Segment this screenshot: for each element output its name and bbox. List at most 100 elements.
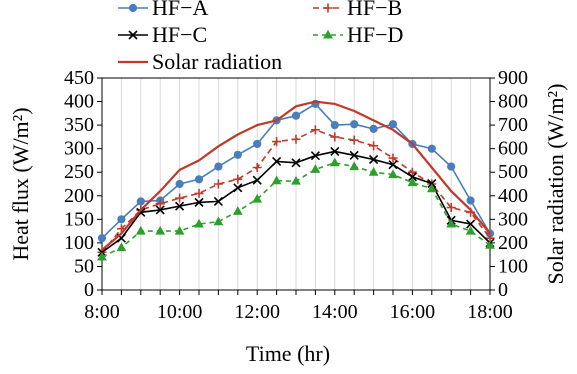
data-point-hf-d (446, 218, 457, 228)
data-point-hf-b (175, 193, 185, 203)
data-point-hf-c (136, 207, 146, 217)
data-point-hf-c (272, 156, 282, 166)
left-tick-label: 200 (64, 185, 94, 207)
left-tick-label: 50 (74, 255, 94, 277)
data-point-hf-c (466, 219, 476, 229)
data-point-hf-b (155, 199, 165, 209)
x-tick-label: 12:00 (234, 301, 280, 323)
right-tick-label: 0 (498, 279, 508, 301)
x-tick-label: 8:00 (84, 301, 120, 323)
data-point-hf-d (388, 169, 398, 179)
legend-marker-hf-b (323, 3, 333, 13)
data-point-hf-a (117, 215, 126, 224)
data-point-hf-a (447, 162, 456, 171)
data-point-hf-a (350, 120, 359, 129)
left-tick-label: 250 (64, 161, 94, 183)
data-point-hf-d (465, 225, 476, 235)
data-point-hf-c (291, 158, 301, 168)
data-point-hf-b (446, 203, 456, 213)
legend-item-hf-d: HF−D (313, 22, 403, 47)
data-point-hf-b (213, 179, 223, 189)
x-axis-ticks: 8:00 10:00 12:00 14:00 16:00 18:00 (84, 290, 513, 323)
data-point-hf-d (349, 161, 360, 171)
x-tick-label: 16:00 (390, 301, 436, 323)
x-tick-label: 10:00 (157, 301, 203, 323)
right-tick-label: 700 (498, 114, 528, 136)
legend-marker-hf-d (323, 29, 333, 39)
data-point-hf-c (252, 175, 262, 185)
right-tick-label: 600 (498, 138, 528, 160)
left-tick-label: 100 (64, 232, 94, 254)
data-point-hf-a (214, 162, 223, 171)
legend-item-solar-radiation: Solar radiation (118, 49, 282, 74)
legend-label-hf-b: HF−B (347, 0, 402, 20)
data-point-hf-b (349, 135, 359, 145)
data-point-hf-d (368, 166, 379, 176)
legend-item-hf-c: HF−C (118, 22, 207, 47)
data-point-hf-b (388, 153, 398, 163)
right-tick-label: 100 (498, 255, 528, 277)
data-point-hf-c (194, 197, 204, 207)
data-point-hf-d (485, 240, 495, 249)
legend-label-hf-d: HF−D (347, 22, 403, 47)
data-point-hf-b (310, 125, 320, 135)
data-point-hf-d (155, 225, 166, 235)
data-point-hf-a (427, 144, 436, 153)
data-point-hf-a (369, 124, 378, 133)
data-point-hf-c (369, 154, 379, 165)
data-point-hf-b (291, 134, 301, 144)
legend-label-hf-a: HF−A (152, 0, 209, 20)
data-point-hf-a (388, 120, 398, 129)
data-point-hf-a (97, 234, 107, 243)
x-axis-title: Time (hr) (246, 341, 330, 366)
data-point-hf-d (213, 216, 224, 226)
x-tick-label: 14:00 (312, 301, 358, 323)
series-hf-d (97, 157, 495, 261)
data-point-hf-c (233, 183, 243, 193)
data-point-hf-a (466, 196, 475, 205)
right-axis-title: Solar radiation (W/m²) (543, 84, 568, 285)
series-line-solar-radiation (101, 100, 491, 251)
data-point-hf-c (407, 172, 417, 182)
right-tick-label: 300 (498, 208, 528, 230)
data-point-hf-c (310, 151, 320, 161)
left-tick-label: 450 (64, 67, 94, 89)
data-point-hf-a (253, 139, 262, 149)
data-point-hf-d (291, 175, 301, 185)
data-point-hf-d (116, 242, 127, 252)
data-point-hf-d (271, 175, 282, 185)
left-tick-label: 300 (64, 138, 94, 160)
right-tick-label: 200 (498, 232, 528, 254)
data-point-hf-d (174, 225, 185, 235)
data-point-hf-a (194, 175, 204, 184)
right-tick-label: 400 (498, 185, 528, 207)
data-point-hf-d (97, 251, 107, 261)
x-tick-label: 18:00 (467, 301, 513, 323)
data-point-hf-a (136, 197, 145, 206)
right-tick-label: 900 (498, 67, 528, 89)
data-point-hf-c (213, 196, 223, 206)
data-point-hf-b (330, 132, 340, 142)
data-point-hf-b (194, 188, 204, 198)
left-tick-label: 350 (64, 114, 94, 136)
right-tick-label: 800 (498, 91, 528, 113)
data-point-hf-a (175, 179, 184, 189)
data-point-hf-d (252, 193, 263, 203)
data-point-hf-b (272, 137, 282, 147)
data-point-hf-b (233, 174, 243, 184)
series-solar-radiation (101, 100, 491, 251)
data-point-hf-d (232, 206, 243, 215)
data-point-hf-c (155, 205, 165, 215)
data-point-hf-b (252, 163, 262, 173)
data-point-hf-c (349, 150, 359, 160)
data-point-hf-c (388, 160, 398, 170)
data-point-hf-a (330, 121, 339, 130)
left-tick-label: 400 (64, 91, 94, 113)
data-point-hf-b (407, 167, 417, 177)
legend-label-hf-c: HF−C (152, 22, 207, 47)
legend-item-hf-b: HF−B (313, 0, 402, 20)
